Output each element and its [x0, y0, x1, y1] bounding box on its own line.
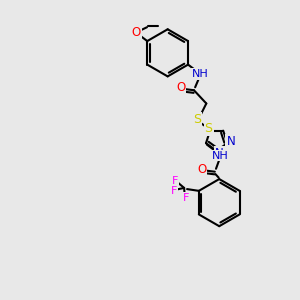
Text: O: O — [197, 163, 206, 176]
Text: NH: NH — [192, 69, 209, 79]
Text: F: F — [172, 176, 178, 185]
Text: O: O — [131, 26, 141, 39]
Text: O: O — [176, 81, 185, 94]
Text: S: S — [205, 122, 213, 135]
Text: S: S — [194, 113, 202, 126]
Text: F: F — [182, 193, 189, 203]
Text: F: F — [171, 186, 177, 196]
Text: NH: NH — [212, 151, 229, 160]
Text: N: N — [226, 135, 235, 148]
Text: N: N — [215, 147, 224, 160]
